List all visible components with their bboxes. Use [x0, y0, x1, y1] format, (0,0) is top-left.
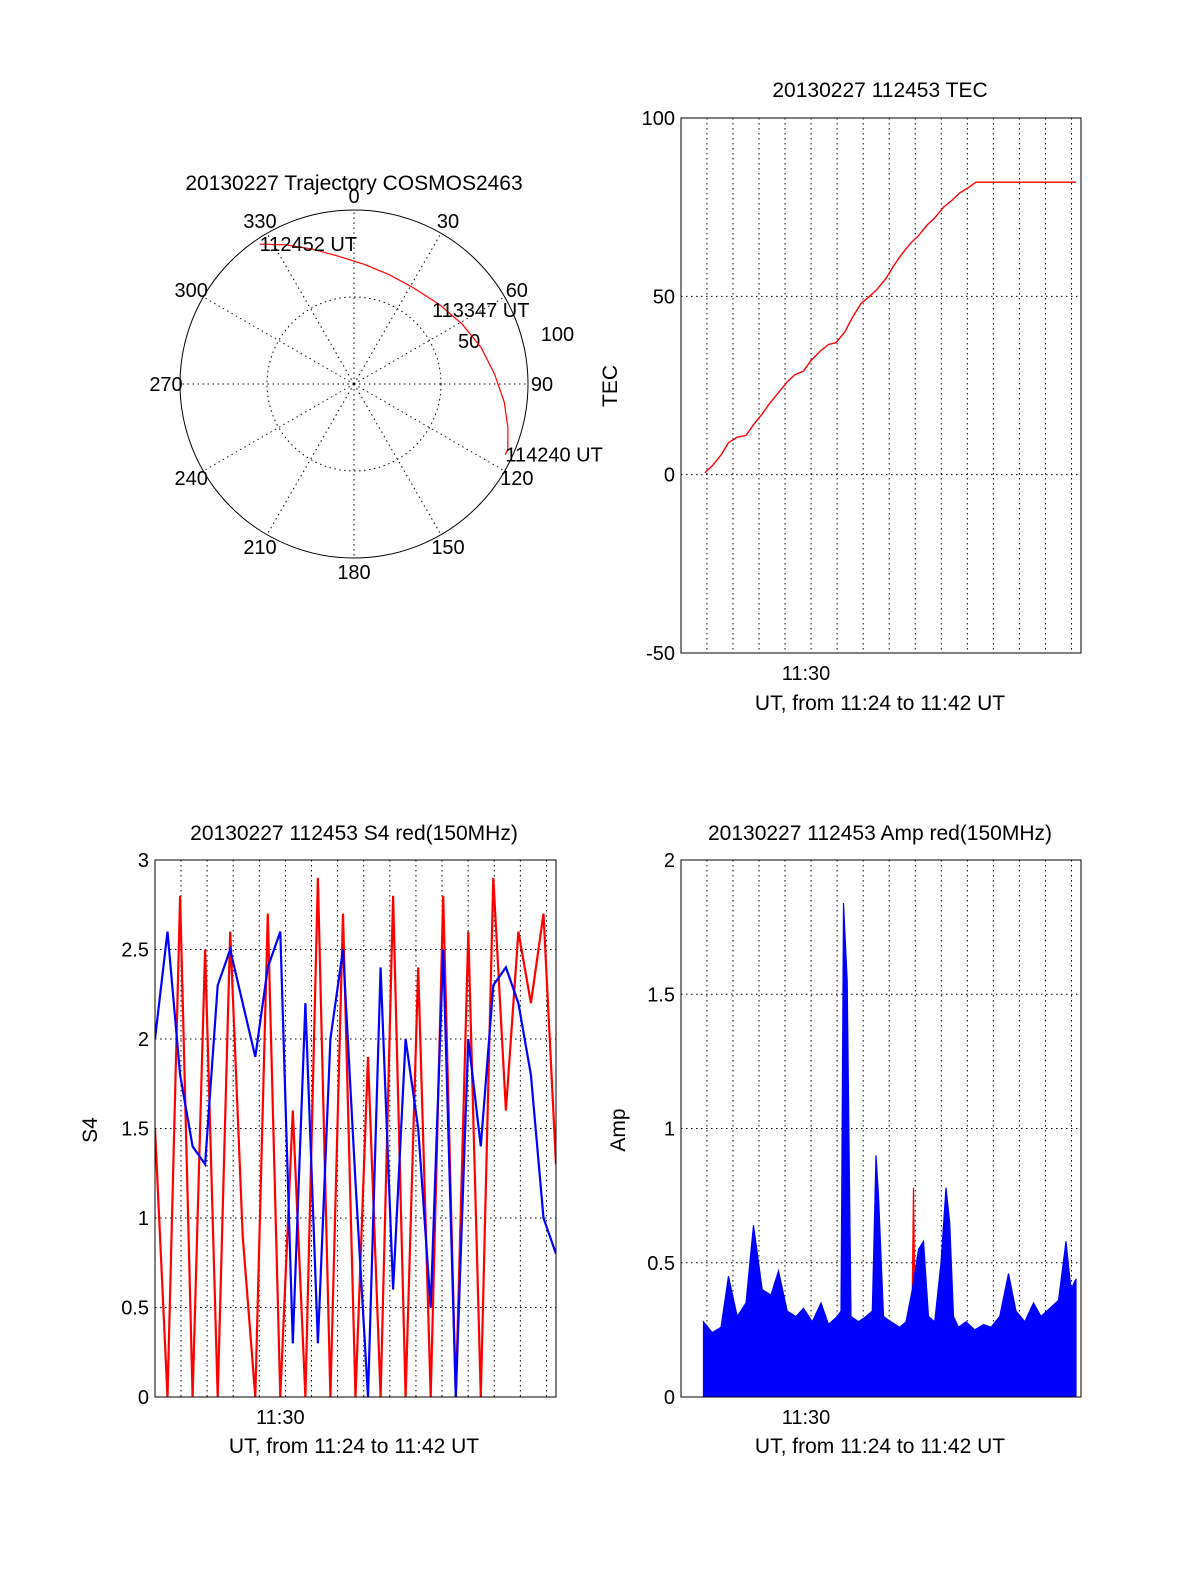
amp-xlabel: UT, from 11:24 to 11:42 UT — [755, 1435, 1005, 1458]
series-area-blue — [702, 902, 1077, 1397]
amp-ylabel: Amp — [607, 1108, 630, 1151]
polar-radial-tick-label: 100 — [541, 324, 574, 346]
y-tick-label: 1.5 — [647, 984, 675, 1006]
y-tick-label: 3 — [138, 850, 149, 872]
polar-angle-label: 270 — [149, 374, 182, 396]
trajectory-time-label: 114240 UT — [505, 445, 602, 467]
polar-ring — [266, 296, 442, 472]
amp-panel: 20130227 112453 Amp red(150MHz) UT, from… — [607, 822, 1082, 1458]
y-tick-label: 0 — [138, 1387, 149, 1409]
polar-spoke — [203, 383, 355, 472]
y-tick-label: 50 — [653, 286, 675, 308]
plot-frame — [680, 859, 1082, 1398]
amp-plot-area: 0 0.5 1 1.5 2 11:30 — [647, 850, 1082, 1429]
y-tick-label: -50 — [646, 643, 675, 665]
trajectory-series: 112452 UT 114240 UT 113347 UT — [259, 234, 603, 467]
y-tick-label: 100 — [642, 108, 675, 130]
y-tick-label: 0.5 — [121, 1298, 149, 1320]
series-line-red — [704, 181, 1076, 474]
polar-angle-label: 0 — [348, 186, 359, 208]
y-tick-label: 0 — [664, 1387, 675, 1409]
s4-xlabel: UT, from 11:24 to 11:42 UT — [229, 1435, 479, 1458]
x-tick-label: 11:30 — [256, 1407, 305, 1429]
plot-frame — [680, 117, 1082, 654]
series-line-blue — [155, 931, 556, 1397]
polar-grid — [179, 209, 529, 559]
s4-panel: 20130227 112453 S4 red(150MHz) UT, from … — [79, 822, 557, 1458]
polar-spoke — [203, 296, 355, 385]
y-tick-label: 0 — [664, 465, 675, 487]
polar-angle-label: 60 — [506, 280, 528, 302]
s4-title: 20130227 112453 S4 red(150MHz) — [190, 822, 518, 845]
tec-plot-area: -50 0 50 100 11:30 — [642, 108, 1082, 685]
tec-ylabel: TEC — [599, 365, 622, 407]
polar-spoke — [353, 233, 442, 385]
polar-spoke — [353, 383, 505, 472]
tec-title: 20130227 112453 TEC — [772, 79, 987, 102]
trajectory-line — [259, 243, 509, 455]
s4-plot-area: 0 0.5 1 1.5 2 2.5 3 11:30 — [121, 850, 557, 1429]
polar-angle-label: 150 — [431, 537, 464, 559]
y-tick-label: 1.5 — [121, 1119, 149, 1141]
polar-spoke — [266, 383, 355, 535]
y-tick-label: 2 — [664, 850, 675, 872]
polar-angle-label: 120 — [500, 468, 533, 490]
polar-angle-label: 90 — [531, 374, 553, 396]
y-tick-label: 1 — [138, 1208, 149, 1230]
y-tick-label: 1 — [664, 1119, 675, 1141]
series-line-red — [155, 877, 556, 1397]
x-tick-label: 11:30 — [782, 1407, 831, 1429]
polar-angle-label: 30 — [437, 211, 459, 233]
amp-title: 20130227 112453 Amp red(150MHz) — [708, 822, 1052, 845]
polar-angle-label: 180 — [337, 562, 370, 584]
polar-angle-label: 330 — [243, 211, 276, 233]
s4-ylabel: S4 — [79, 1117, 102, 1143]
x-tick-label: 11:30 — [782, 663, 831, 685]
polar-spoke — [266, 233, 355, 385]
trajectory-title: 20130227 Trajectory COSMOS2463 — [185, 172, 522, 195]
polar-spoke — [353, 383, 442, 535]
polar-outer-ring — [179, 209, 529, 559]
polar-radial-tick-labels: 50 100 — [458, 324, 574, 353]
polar-angle-label: 240 — [174, 468, 207, 490]
tec-xlabel: UT, from 11:24 to 11:42 UT — [755, 692, 1005, 715]
trajectory-time-label: 112452 UT — [260, 234, 357, 256]
tec-panel: 20130227 112453 TEC UT, from 11:24 to 11… — [599, 79, 1082, 715]
polar-radial-tick-label: 50 — [458, 331, 480, 353]
plot-frame — [154, 859, 557, 1398]
trajectory-polar-panel: 20130227 Trajectory COSMOS2463 0 30 60 90 12… — [149, 172, 603, 584]
polar-spoke — [353, 296, 505, 385]
y-tick-label: 2.5 — [121, 940, 149, 962]
trajectory-time-label: 113347 UT — [432, 300, 529, 322]
polar-angle-label: 210 — [243, 537, 276, 559]
y-tick-label: 2 — [138, 1029, 149, 1051]
polar-angle-labels: 0 30 60 90 120 150 180 210 240 270 300 330 — [149, 186, 553, 584]
polar-angle-label: 300 — [174, 280, 207, 302]
y-tick-label: 0.5 — [647, 1253, 675, 1275]
